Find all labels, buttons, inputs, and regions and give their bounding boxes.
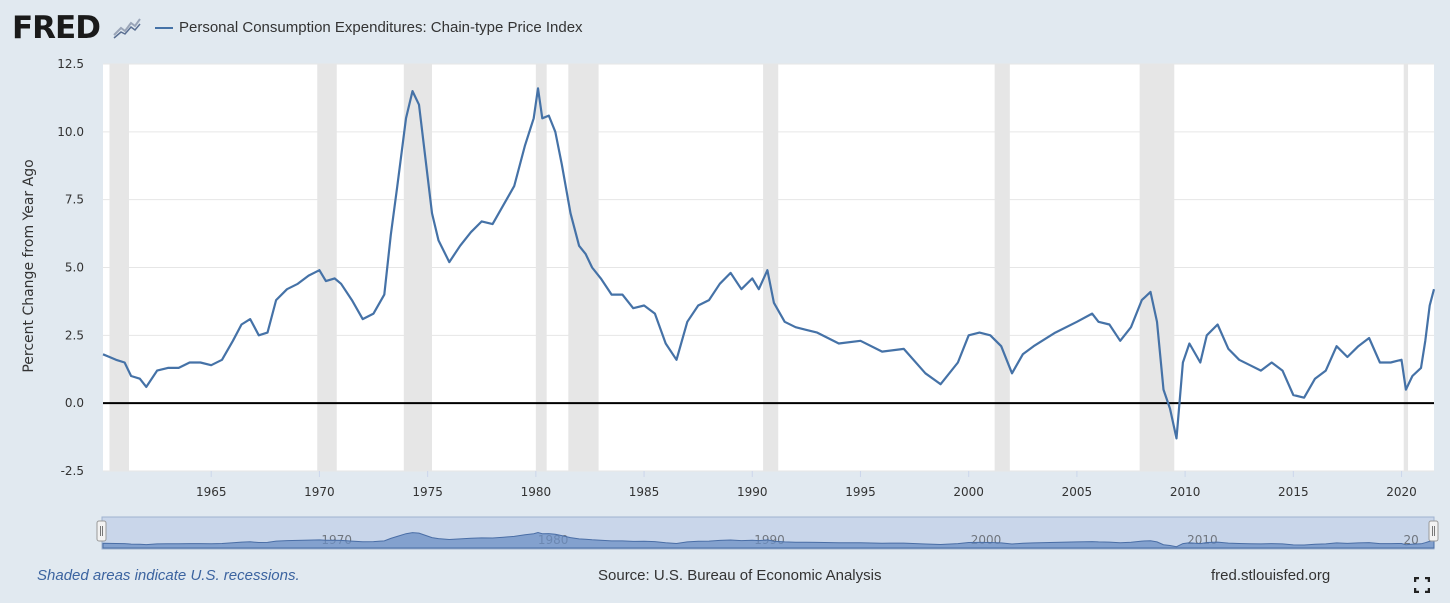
y-tick-label: -2.5 bbox=[61, 464, 84, 478]
x-tick-label: 1990 bbox=[737, 485, 768, 499]
y-axis-ticks: -2.5 0.0 2.5 5.0 7.5 10.0 12.5 bbox=[57, 57, 84, 478]
chart-header: FRED Personal Consumption Expenditures: … bbox=[0, 0, 1450, 55]
x-tick-label: 1995 bbox=[845, 485, 876, 499]
site-link[interactable]: fred.stlouisfed.org bbox=[1211, 567, 1331, 584]
x-tick-label: 2015 bbox=[1278, 485, 1309, 499]
y-tick-label: 5.0 bbox=[65, 261, 84, 275]
x-tick-label: 2020 bbox=[1386, 485, 1417, 499]
y-tick-label: 2.5 bbox=[65, 328, 84, 342]
navigator-right-handle[interactable] bbox=[1428, 520, 1439, 542]
navigator-left-handle[interactable] bbox=[96, 520, 107, 542]
fred-logo[interactable]: FRED bbox=[12, 10, 101, 46]
chart-area[interactable]: Percent Change from Year Ago -2.5 0.0 2.5 5… bbox=[0, 55, 1450, 550]
recession-footnote: Shaded areas indicate U.S. recessions. bbox=[37, 567, 300, 584]
fred-chart-icon bbox=[113, 15, 141, 39]
x-tick-label: 1965 bbox=[196, 485, 227, 499]
x-tick-label: 1975 bbox=[412, 485, 443, 499]
y-tick-label: 12.5 bbox=[57, 57, 84, 71]
navigator-tick-label: 20 bbox=[1404, 533, 1419, 547]
x-axis-ticks: 1965 1970 1975 1980 1985 1990 1995 2000 2005 2010… bbox=[196, 471, 1417, 499]
x-tick-label: 2000 bbox=[953, 485, 984, 499]
x-tick-label: 1970 bbox=[304, 485, 335, 499]
legend-swatch bbox=[155, 26, 173, 29]
y-axis-label: Percent Change from Year Ago bbox=[21, 159, 37, 372]
chart-legend[interactable]: Personal Consumption Expenditures: Chain… bbox=[155, 19, 583, 36]
y-tick-label: 7.5 bbox=[65, 193, 84, 207]
x-tick-label: 1980 bbox=[521, 485, 552, 499]
x-tick-label: 2005 bbox=[1062, 485, 1093, 499]
legend-label: Personal Consumption Expenditures: Chain… bbox=[179, 19, 583, 36]
gridlines bbox=[103, 63, 1434, 472]
fullscreen-icon[interactable] bbox=[1414, 577, 1430, 593]
navigator-area bbox=[102, 531, 1435, 549]
y-tick-label: 0.0 bbox=[65, 396, 84, 410]
x-tick-label: 1985 bbox=[629, 485, 660, 499]
navigator[interactable]: 1970198019902000201020 bbox=[96, 516, 1439, 550]
source-note: Source: U.S. Bureau of Economic Analysis bbox=[598, 567, 882, 584]
series-line[interactable] bbox=[102, 87, 1436, 440]
x-tick-label: 2010 bbox=[1170, 485, 1201, 499]
y-tick-label: 10.0 bbox=[57, 125, 84, 139]
